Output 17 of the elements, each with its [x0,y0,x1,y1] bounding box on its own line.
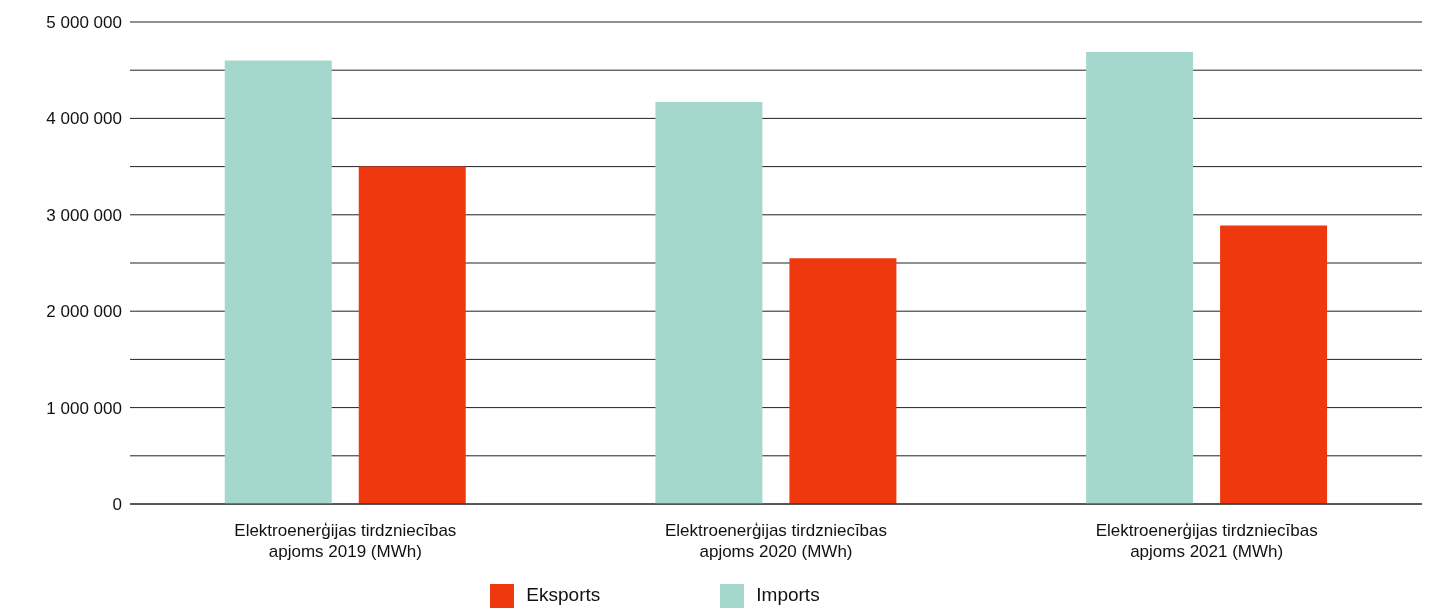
y-tick-label: 0 [112,495,122,515]
y-tick-label: 5 000 000 [46,13,122,33]
y-tick-label: 2 000 000 [46,302,122,322]
bar [655,102,763,504]
bar [224,60,332,504]
y-tick-label: 3 000 000 [46,205,122,225]
legend-label: Eksports [526,584,601,606]
bar [789,258,897,504]
y-tick-label: 1 000 000 [46,398,122,418]
x-tick-label: Elektroenerģijas tirdzniecības apjoms 2020 (MWh) [664,521,888,561]
bar [1086,51,1194,504]
x-tick-label: Elektroenerģijas tirdzniecības apjoms 2021 (MWh) [1095,521,1318,561]
legend-label: Imports [756,584,820,606]
bar [358,166,466,504]
y-tick-label: 4 000 000 [46,109,122,129]
x-tick-label: Elektroenerģijas tirdzniecības apjoms 2019 (MWh) [234,521,457,561]
bar [1220,225,1328,504]
